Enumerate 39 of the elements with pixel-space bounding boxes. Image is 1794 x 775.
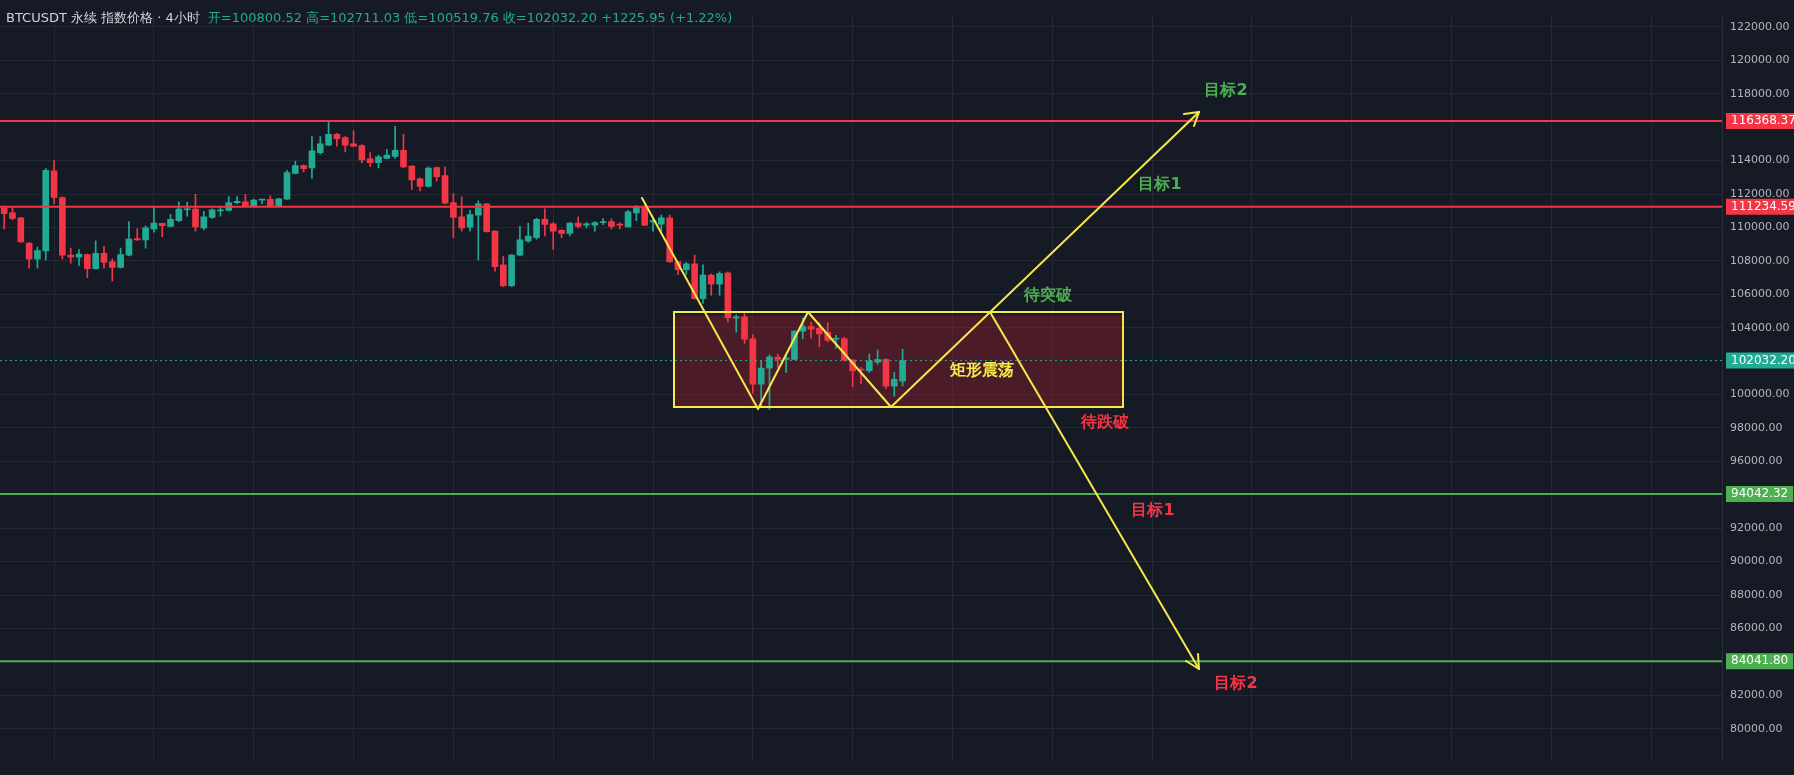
y-tick-label: 118000.00 [1730,86,1790,100]
chart-subtitle: 开=100800.52 高=102711.03 低=100519.76 收=102032.20 +1225.95 (+1.22%) [207,10,733,25]
y-tick-label: 114000.00 [1730,153,1790,167]
annotation: 目标1 [1131,499,1175,521]
candlestick [75,249,83,266]
candlestick [158,222,166,237]
candlestick [774,353,782,368]
y-tick-label: 112000.00 [1730,186,1790,200]
annotation: 待突破 [1024,284,1072,306]
annotation: 目标2 [1204,79,1248,101]
y-tick-label: 82000.00 [1730,688,1783,702]
y-tick-label: 120000.00 [1730,53,1790,67]
y-tick-label: 80000.00 [1730,721,1783,735]
candlestick [732,314,740,333]
annotation: 目标2 [1214,672,1258,694]
y-tick-label: 96000.00 [1730,454,1783,468]
ref-line-label: 84041.80 [1731,653,1789,668]
y-tick-label: 86000.00 [1730,621,1783,635]
y-tick-label: 100000.00 [1730,387,1790,401]
candlestick [366,152,374,167]
y-tick-label: 106000.00 [1730,287,1790,301]
ref-line-label: 94042.32 [1731,486,1789,501]
y-tick-label: 92000.00 [1730,521,1783,535]
annotation: 待跌破 [1081,411,1129,433]
annotation: 目标1 [1138,173,1182,195]
candlestick [233,196,241,205]
annotation: 矩形震荡 [950,359,1014,381]
y-tick-label: 104000.00 [1730,320,1790,334]
y-tick-label: 88000.00 [1730,587,1783,601]
y-tick-label: 110000.00 [1730,220,1790,234]
ref-line-label: 116368.37 [1731,113,1794,128]
y-tick-label: 98000.00 [1730,420,1783,434]
candlestick [391,126,399,159]
y-tick-label: 122000.00 [1730,19,1790,33]
candlestick [599,218,607,226]
y-tick-label: 90000.00 [1730,554,1783,568]
chart-title: BTCUSDT 永续 指数价格 · 4小时 [6,10,200,25]
y-tick-label: 108000.00 [1730,253,1790,267]
candlestick [133,228,141,241]
